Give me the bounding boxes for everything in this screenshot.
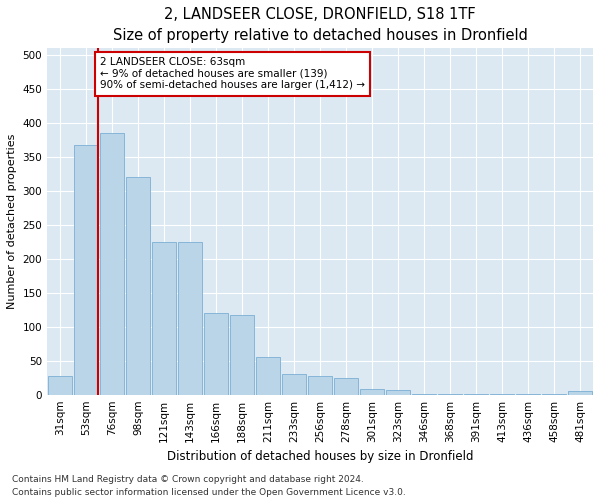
Text: Contains HM Land Registry data © Crown copyright and database right 2024.: Contains HM Land Registry data © Crown c… [12, 476, 364, 484]
Bar [334, 378, 358, 394]
Bar [360, 388, 385, 394]
Bar [204, 313, 229, 394]
X-axis label: Distribution of detached houses by size in Dronfield: Distribution of detached houses by size … [167, 450, 473, 463]
Bar [386, 390, 410, 394]
Text: 2 LANDSEER CLOSE: 63sqm
← 9% of detached houses are smaller (139)
90% of semi-de: 2 LANDSEER CLOSE: 63sqm ← 9% of detached… [100, 57, 365, 90]
Text: Contains public sector information licensed under the Open Government Licence v3: Contains public sector information licen… [12, 488, 406, 497]
Bar [256, 358, 280, 395]
Bar [48, 376, 73, 394]
Bar [178, 242, 202, 394]
Bar [568, 392, 592, 394]
Bar [230, 314, 254, 394]
Bar [126, 178, 151, 394]
Bar [282, 374, 307, 394]
Bar [74, 144, 98, 394]
Bar [308, 376, 332, 394]
Title: 2, LANDSEER CLOSE, DRONFIELD, S18 1TF
Size of property relative to detached hous: 2, LANDSEER CLOSE, DRONFIELD, S18 1TF Si… [113, 7, 527, 43]
Y-axis label: Number of detached properties: Number of detached properties [7, 134, 17, 309]
Bar [152, 242, 176, 394]
Bar [100, 133, 124, 394]
